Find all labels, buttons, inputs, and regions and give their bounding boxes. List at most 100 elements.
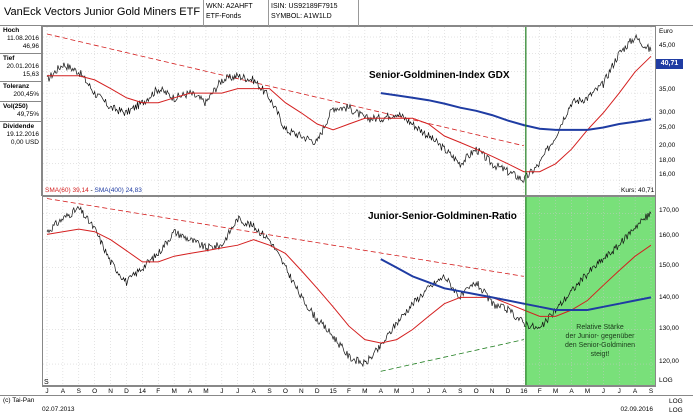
x-tick-label: J (601, 388, 605, 395)
y-tick: 120,00 (659, 358, 679, 365)
stat-volatility: Vol(250) 49,75% (0, 102, 41, 122)
x-tick-label: J (617, 388, 621, 395)
gdx-legend: SMA(60) 39,14 - SMA(400) 24,83 (45, 187, 142, 194)
x-tick-label: D (505, 388, 511, 395)
x-tick-label: J (426, 388, 431, 395)
x-tick-label: J (45, 388, 49, 395)
stat-value: 200,45% (13, 91, 39, 98)
trend-line (46, 33, 524, 147)
gdx-chart-panel[interactable] (42, 26, 656, 196)
y-tick: 170,00 (659, 207, 679, 214)
x-tick-label: D (314, 388, 320, 395)
trend-line (380, 339, 524, 372)
header-divider (358, 0, 359, 26)
x-tick-label: F (156, 388, 161, 395)
stat-label: Hoch (3, 27, 20, 34)
annotation-line: steigt! (590, 351, 610, 358)
price-series-line (46, 205, 652, 368)
trend-line (46, 198, 524, 277)
gdx-kurs: Kurs: 40,71 (621, 187, 655, 194)
stat-date: 11.08.2016 (6, 35, 39, 42)
s-marker: S (44, 379, 49, 386)
log-label: LOG (659, 377, 673, 384)
footer-bar: (c) Tai-Pan 02.07.2013 02.09.2016 LOG LO… (0, 395, 693, 416)
x-tick-label: A (569, 388, 574, 395)
annotation-line: Relative Stärke (576, 324, 624, 331)
x-tick-label: N (489, 388, 495, 395)
x-tick-label: A (632, 388, 638, 395)
end-date: 02.09.2016 (620, 406, 653, 413)
sma400-line (380, 92, 652, 131)
annotation-line: den Senior-Goldminen (564, 342, 636, 349)
highlight-region (525, 197, 655, 385)
annotation-line: der Junior- gegenüber (565, 333, 635, 340)
header-divider (268, 0, 269, 26)
symbol-label: SYMBOL: A1W1LD (271, 13, 332, 20)
x-tick-label: J (220, 388, 224, 395)
stat-low: Tief 20.01.2016 15,63 (0, 54, 41, 82)
legend-sma60: SMA(60) 39,14 (45, 187, 89, 194)
x-tick-label: M (171, 388, 177, 395)
stat-label: Dividende (3, 123, 35, 130)
x-tick-label: M (362, 388, 368, 395)
ratio-chart-title: Junior-Senior-Goldminen-Ratio (368, 211, 517, 222)
y-tick: 20,00 (659, 142, 676, 149)
log-label: LOG (669, 398, 683, 405)
header-bar: VanEck Vectors Junior Gold Miners ETF WK… (0, 0, 693, 26)
x-tick-label: A (60, 388, 66, 395)
y-tick: 130,00 (659, 325, 679, 332)
legend-sma400: SMA(400) 24,83 (94, 187, 142, 194)
x-tick-label: 14 (138, 388, 146, 395)
y-tick: 45,00 (659, 42, 676, 49)
x-tick-label: O (92, 388, 98, 395)
x-tick-label: M (584, 388, 591, 395)
sma60-line (47, 55, 652, 173)
x-tick-label: S (458, 388, 463, 395)
stat-label: Toleranz (3, 83, 30, 90)
stat-value: 49,75% (16, 111, 39, 118)
x-tick-label: A (251, 388, 256, 395)
y-tick: 18,00 (659, 157, 676, 164)
ratio-chart-panel[interactable] (42, 196, 656, 386)
x-tick-label: M (552, 388, 559, 395)
x-tick-label: A (187, 388, 193, 395)
y-tick: 150,00 (659, 262, 679, 269)
x-tick-label: N (298, 388, 304, 395)
axis-unit: Euro (659, 28, 673, 35)
ratio-chart-svg (43, 197, 655, 385)
x-tick-label: N (108, 388, 113, 395)
instrument-title: VanEck Vectors Junior Gold Miners ETF (4, 6, 201, 18)
ratio-y-axis: 170,00 160,00 150,00 140,00 130,00 120,0… (656, 196, 693, 386)
fund-type-label: ETF-Fonds (206, 13, 242, 20)
stat-label: Tief (3, 55, 15, 62)
x-tick-label: F (537, 388, 542, 395)
x-tick-label: S (267, 388, 272, 395)
isin-label: ISIN: US92189F7915 (271, 3, 338, 10)
relative-strength-annotation: Relative Stärke der Junior- gegenüber de… (555, 323, 645, 359)
stat-value: 15,63 (22, 71, 39, 78)
time-x-axis: J A S O N D 14 F M A M J J A S O N D 15 F M A M J J A S O N D 16 F M A M J J… (42, 386, 656, 396)
stat-value: 46,96 (22, 43, 39, 50)
gdx-chart-svg (43, 27, 655, 195)
stat-tolerance: Toleranz 200,45% (0, 82, 41, 102)
x-tick-label: F (347, 388, 351, 395)
x-tick-label: A (378, 388, 383, 395)
legend-separator: - (90, 187, 93, 194)
stat-label: Vol(250) (3, 103, 28, 110)
start-date: 02.07.2013 (42, 406, 75, 413)
sma400-line (380, 258, 652, 311)
x-tick-label: S (76, 388, 81, 395)
x-tick-label: D (124, 388, 129, 395)
x-tick-label: A (442, 388, 447, 395)
x-tick-label: M (203, 388, 209, 395)
y-tick: 30,00 (659, 109, 676, 116)
gdx-y-axis: Euro 45,00 40,71 35,00 30,00 25,00 20,00… (656, 26, 693, 196)
header-ids-2: ISIN: US92189F7915 SYMBOL: A1W1LD (271, 2, 338, 22)
stat-high: Hoch 11.08.2016 46,96 (0, 26, 41, 54)
x-tick-label: S (648, 388, 654, 395)
stats-sidebar: Hoch 11.08.2016 46,96 Tief 20.01.2016 15… (0, 26, 42, 196)
y-tick: 16,00 (659, 171, 676, 178)
x-tick-label: J (236, 388, 240, 395)
header-divider (203, 0, 204, 26)
stat-dividend: Dividende 19.12.2016 0,00 USD (0, 122, 41, 149)
